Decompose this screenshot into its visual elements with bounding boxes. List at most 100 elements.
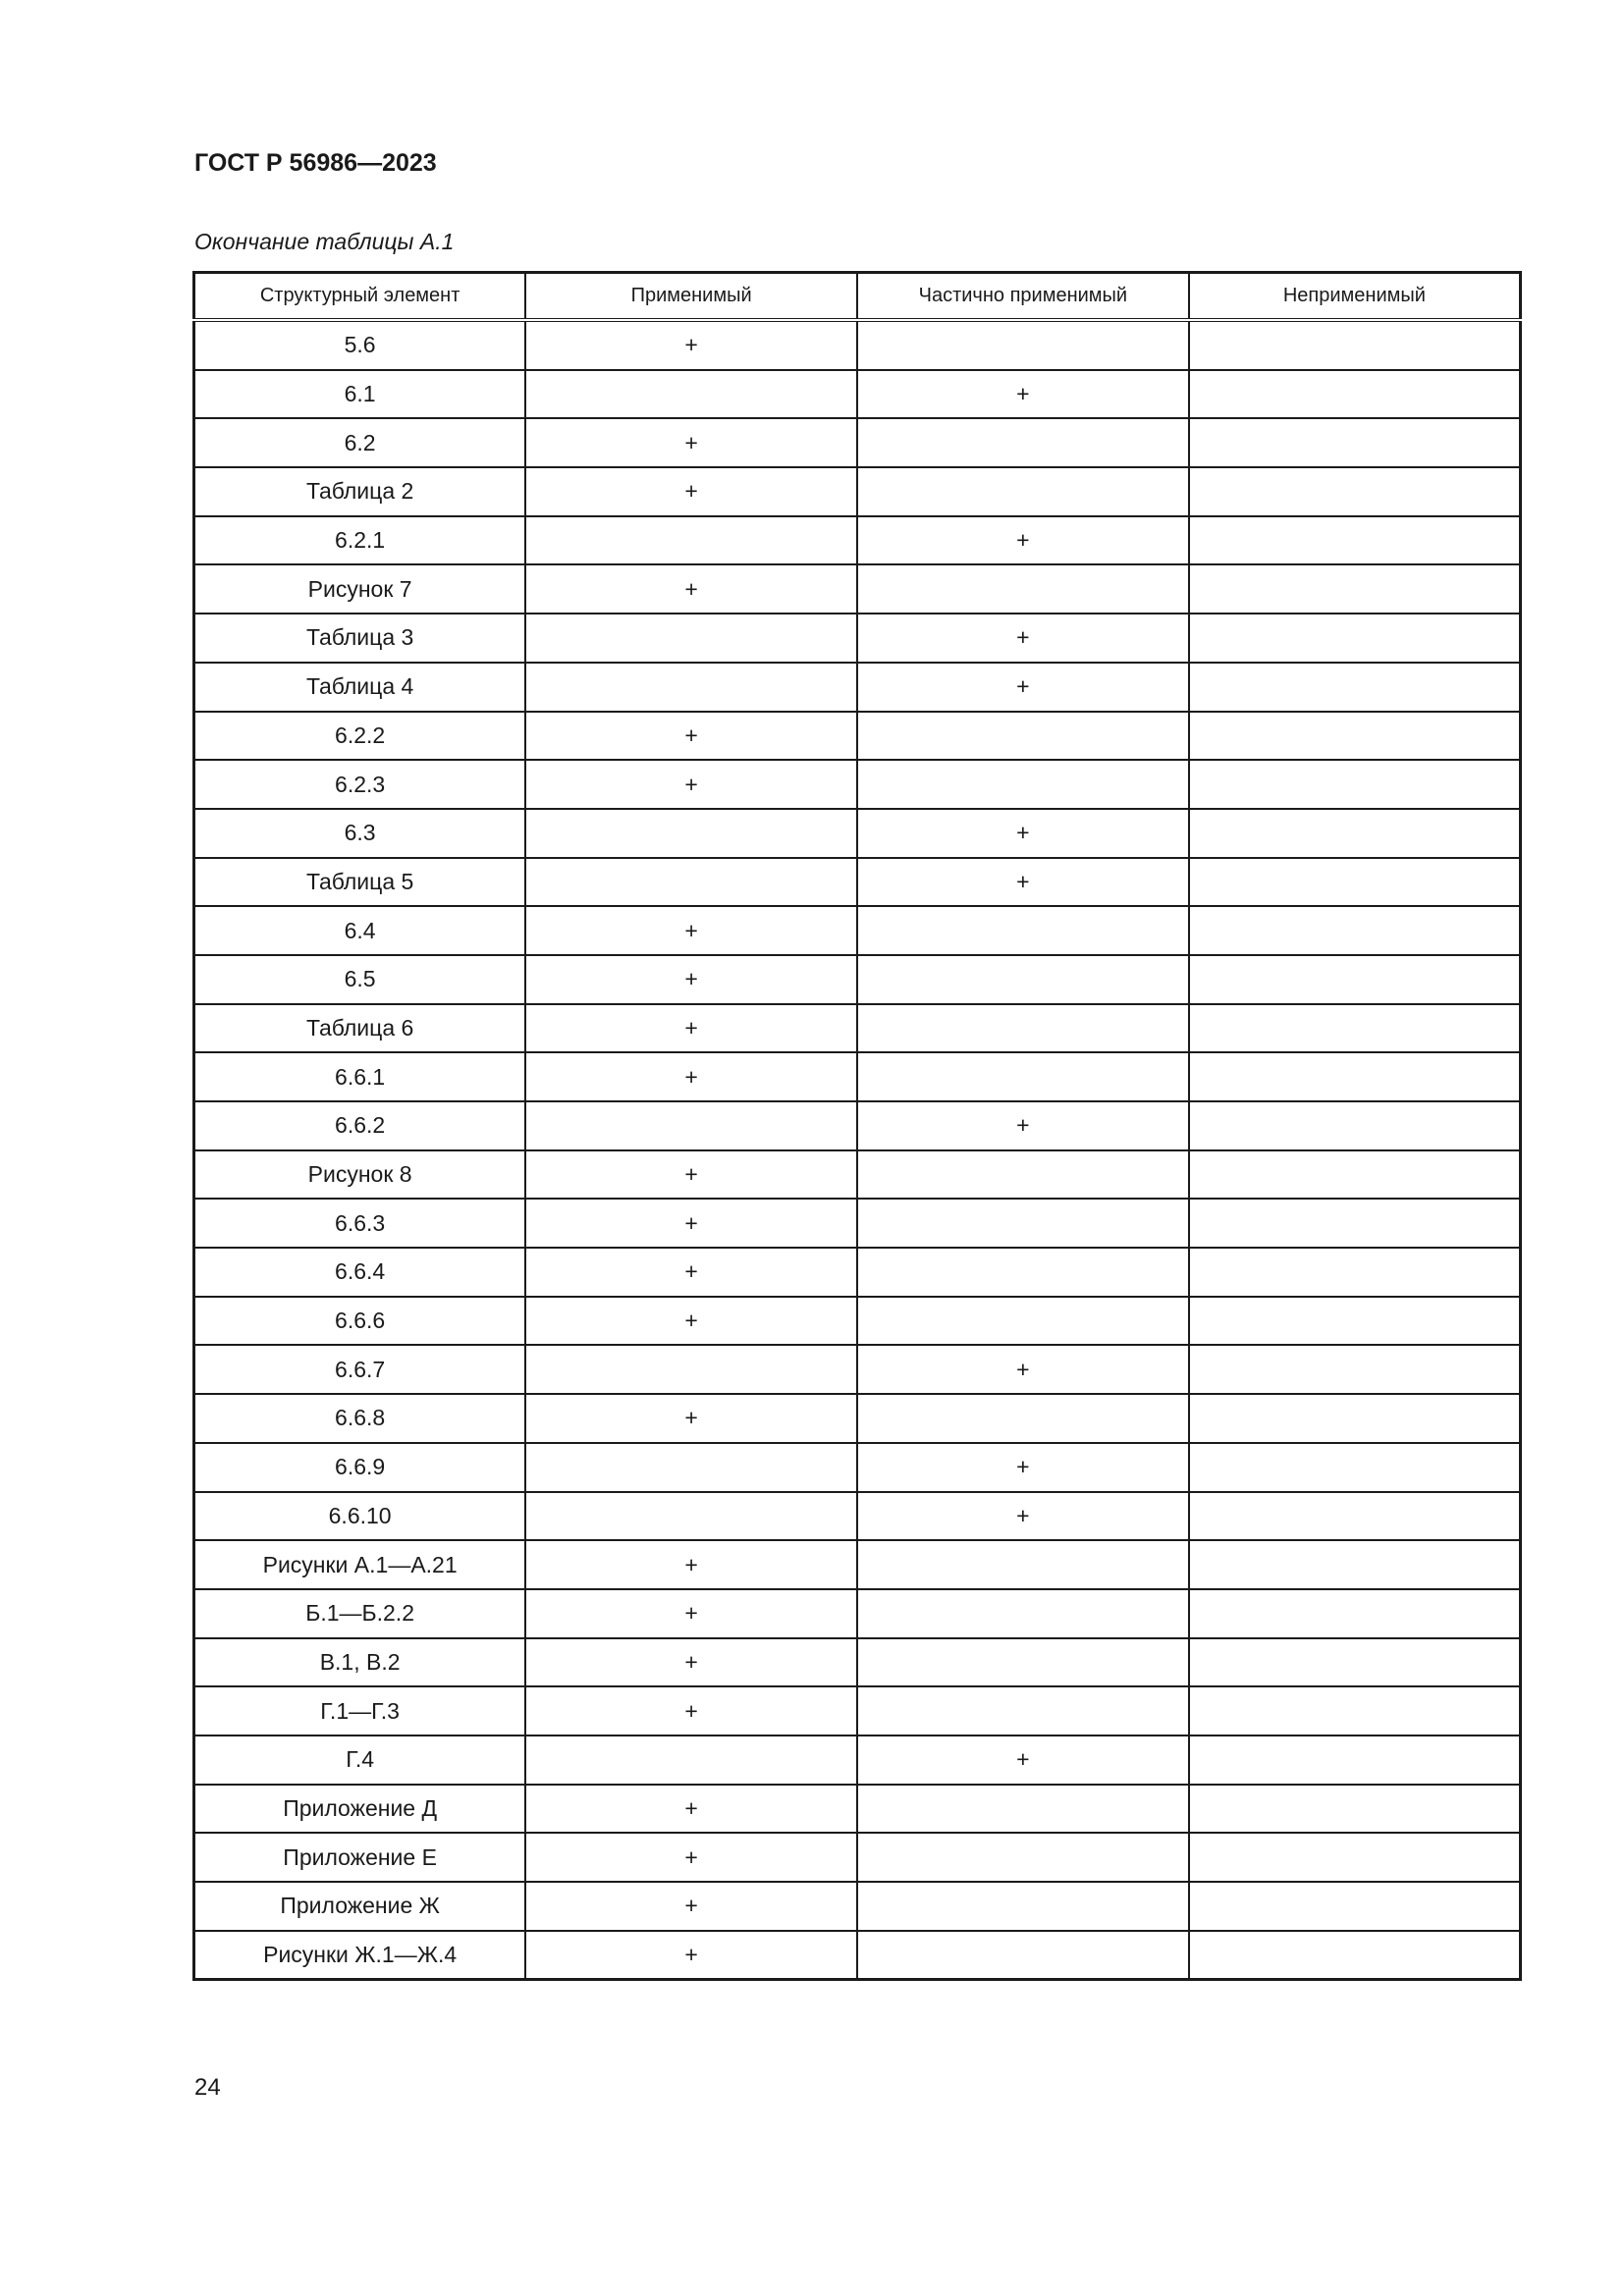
applicability-cell: + xyxy=(524,759,858,810)
applicability-cell xyxy=(1187,1587,1522,1639)
applicability-cell xyxy=(856,1636,1190,1688)
structural-element-cell: 5.6 xyxy=(192,319,527,371)
applicability-cell xyxy=(1187,905,1522,956)
table-row: 6.6.6 + xyxy=(192,1295,1522,1347)
table-row: Рисунки А.1—А.21 + xyxy=(192,1539,1522,1590)
structural-element-cell: 6.6.1 xyxy=(192,1051,527,1102)
applicability-cell xyxy=(1187,1832,1522,1883)
applicability-cell xyxy=(856,1051,1190,1102)
applicability-cell xyxy=(1187,759,1522,810)
structural-element-cell: 6.4 xyxy=(192,905,527,956)
applicability-cell xyxy=(856,417,1190,469)
applicability-cell xyxy=(856,1783,1190,1835)
structural-element-cell: 6.6.4 xyxy=(192,1247,527,1298)
applicability-cell: + xyxy=(524,710,858,762)
applicability-cell xyxy=(1187,1783,1522,1835)
table-row: Рисунок 8 + xyxy=(192,1148,1522,1201)
table-header-row: Структурный элемент Применимый Частично пр… xyxy=(192,271,1522,322)
structural-element-cell: Таблица 4 xyxy=(192,661,527,713)
applicability-cell: + xyxy=(856,856,1190,908)
applicability-cell xyxy=(524,368,858,420)
applicability-cell: + xyxy=(524,1832,858,1883)
applicability-cell: + xyxy=(524,1587,858,1639)
structural-element-cell: 6.6.10 xyxy=(192,1490,527,1542)
applicability-cell xyxy=(1187,710,1522,762)
structural-element-cell: Приложение Е xyxy=(192,1832,527,1883)
applicability-cell xyxy=(856,1198,1190,1250)
applicability-cell xyxy=(1187,1929,1522,1981)
applicability-cell xyxy=(856,710,1190,762)
applicability-cell xyxy=(856,1393,1190,1444)
applicability-cell xyxy=(856,1881,1190,1932)
applicability-cell: + xyxy=(524,953,858,1005)
applicability-cell xyxy=(1187,1881,1522,1932)
applicability-cell xyxy=(524,1490,858,1542)
table-row: 6.2.2 + xyxy=(192,710,1522,762)
applicability-cell xyxy=(856,466,1190,517)
applicability-cell xyxy=(1187,563,1522,615)
table-row: 6.2.1 + xyxy=(192,514,1522,566)
structural-element-cell: 6.6.8 xyxy=(192,1393,527,1444)
table-row: Г.1—Г.3 + xyxy=(192,1685,1522,1736)
table-row: Г.4 + xyxy=(192,1734,1522,1786)
table-row: 6.5 + xyxy=(192,953,1522,1005)
structural-element-cell: 6.6.6 xyxy=(192,1295,527,1347)
applicability-cell xyxy=(856,759,1190,810)
table-row: Приложение Д + xyxy=(192,1783,1522,1835)
structural-element-cell: В.1, В.2 xyxy=(192,1636,527,1688)
applicability-cell: + xyxy=(524,1393,858,1444)
column-header: Структурный элемент xyxy=(192,271,527,322)
table-row: 6.6.10 + xyxy=(192,1490,1522,1542)
table-row: 5.6 + xyxy=(192,319,1522,371)
table-row: Таблица 4 + xyxy=(192,661,1522,713)
applicability-cell xyxy=(1187,514,1522,566)
applicability-cell xyxy=(1187,807,1522,859)
structural-element-cell: Рисунок 7 xyxy=(192,563,527,615)
structural-element-cell: Рисунки Ж.1—Ж.4 xyxy=(192,1929,527,1981)
table-row: 6.3 + xyxy=(192,807,1522,859)
applicability-cell xyxy=(1187,1051,1522,1102)
structural-element-cell: Приложение Ж xyxy=(192,1881,527,1932)
applicability-cell: + xyxy=(856,807,1190,859)
applicability-cell xyxy=(1187,1441,1522,1493)
applicability-cell xyxy=(856,1295,1190,1347)
applicability-cell xyxy=(1187,319,1522,371)
applicability-table: Структурный элемент Применимый Частично пр… xyxy=(192,271,1522,1982)
applicability-cell xyxy=(1187,1393,1522,1444)
applicability-cell xyxy=(856,1002,1190,1054)
applicability-cell xyxy=(524,1100,858,1151)
applicability-cell: + xyxy=(856,1490,1190,1542)
applicability-cell xyxy=(524,1344,858,1396)
applicability-cell xyxy=(1187,1148,1522,1201)
applicability-cell: + xyxy=(524,1929,858,1981)
structural-element-cell: 6.2 xyxy=(192,417,527,469)
applicability-cell xyxy=(1187,1198,1522,1250)
table-row: В.1, В.2 + xyxy=(192,1636,1522,1688)
table-row: 6.6.7 + xyxy=(192,1344,1522,1396)
document-title: ГОСТ Р 56986—2023 xyxy=(194,149,437,177)
applicability-cell xyxy=(1187,661,1522,713)
applicability-cell: + xyxy=(524,417,858,469)
applicability-cell xyxy=(1187,466,1522,517)
applicability-cell: + xyxy=(524,1636,858,1688)
table-row: 6.2 + xyxy=(192,417,1522,469)
applicability-cell xyxy=(856,319,1190,371)
structural-element-cell: 6.3 xyxy=(192,807,527,859)
table-row: 6.6.8 + xyxy=(192,1393,1522,1444)
applicability-cell xyxy=(1187,368,1522,420)
applicability-cell xyxy=(856,1587,1190,1639)
applicability-cell: + xyxy=(524,466,858,517)
structural-element-cell: 6.5 xyxy=(192,953,527,1005)
structural-element-cell: Рисунки А.1—А.21 xyxy=(192,1539,527,1590)
table-row: 6.6.3 + xyxy=(192,1198,1522,1250)
structural-element-cell: 6.2.2 xyxy=(192,710,527,762)
column-header: Применимый xyxy=(524,271,858,322)
applicability-cell xyxy=(856,1832,1190,1883)
applicability-cell xyxy=(1187,417,1522,469)
structural-element-cell: 6.2.1 xyxy=(192,514,527,566)
applicability-cell xyxy=(856,953,1190,1005)
applicability-cell xyxy=(1187,613,1522,664)
structural-element-cell: Рисунок 8 xyxy=(192,1148,527,1201)
structural-element-cell: Б.1—Б.2.2 xyxy=(192,1587,527,1639)
column-header: Неприменимый xyxy=(1187,271,1522,322)
